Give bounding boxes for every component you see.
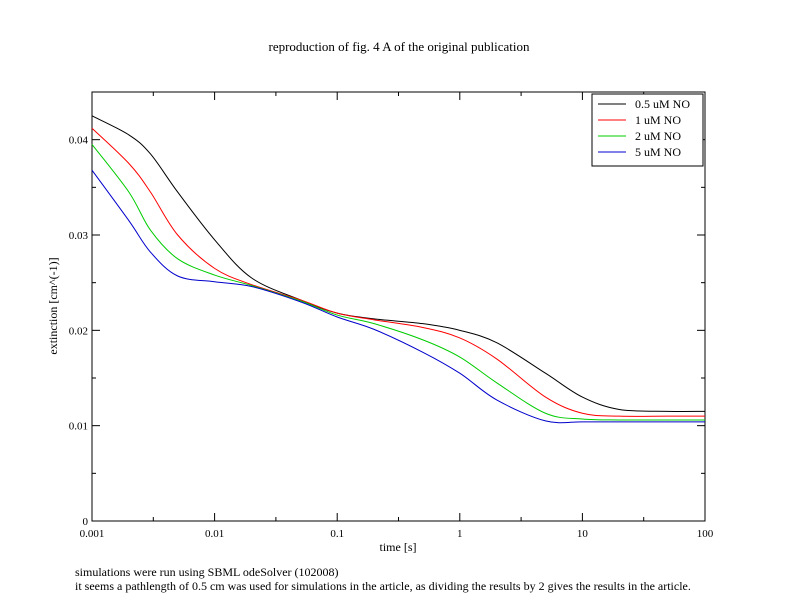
series-lines <box>91 115 706 424</box>
footnote-pathlength: it seems a pathlength of 0.5 cm was used… <box>75 579 691 593</box>
legend-entry: 1 uM NO <box>635 113 681 127</box>
legend: 0.5 uM NO 1 uM NO 2 uM NO 5 uM NO <box>591 93 704 167</box>
legend-entry: 2 uM NO <box>635 129 681 143</box>
series-line-1 <box>91 115 706 413</box>
x-tick-label: 0.001 <box>80 528 105 540</box>
legend-box <box>591 93 704 167</box>
legend-entry: 0.5 uM NO <box>635 97 690 111</box>
y-tick-label: 0.04 <box>69 135 89 147</box>
y-tick-label: 0.01 <box>69 421 88 433</box>
y-tick-label: 0.02 <box>69 325 88 337</box>
series-line-3 <box>91 144 705 421</box>
y-axis-label: extinction [cm^(-1)] <box>46 257 60 354</box>
chart-title: reproduction of fig. 4 A of the original… <box>268 39 530 54</box>
x-tick-label: 0.01 <box>205 528 224 540</box>
x-tick-label: 10 <box>577 528 589 540</box>
footnote-solver: simulations were run using SBML odeSolve… <box>75 565 339 579</box>
series-line-4 <box>91 169 705 424</box>
axis-ticks: 0.001 0.01 0.1 1 10 100 0 0.01 0.02 0.03 0.04 <box>69 91 714 540</box>
legend-entry: 5 uM NO <box>635 145 681 159</box>
y-tick-label: 0 <box>83 516 89 528</box>
x-tick-label: 1 <box>457 528 463 540</box>
series-line-2 <box>91 127 705 417</box>
x-axis-label: time [s] <box>380 540 417 554</box>
x-tick-label: 0.1 <box>330 528 344 540</box>
x-tick-label: 100 <box>697 528 714 540</box>
y-tick-label: 0.03 <box>69 230 89 242</box>
